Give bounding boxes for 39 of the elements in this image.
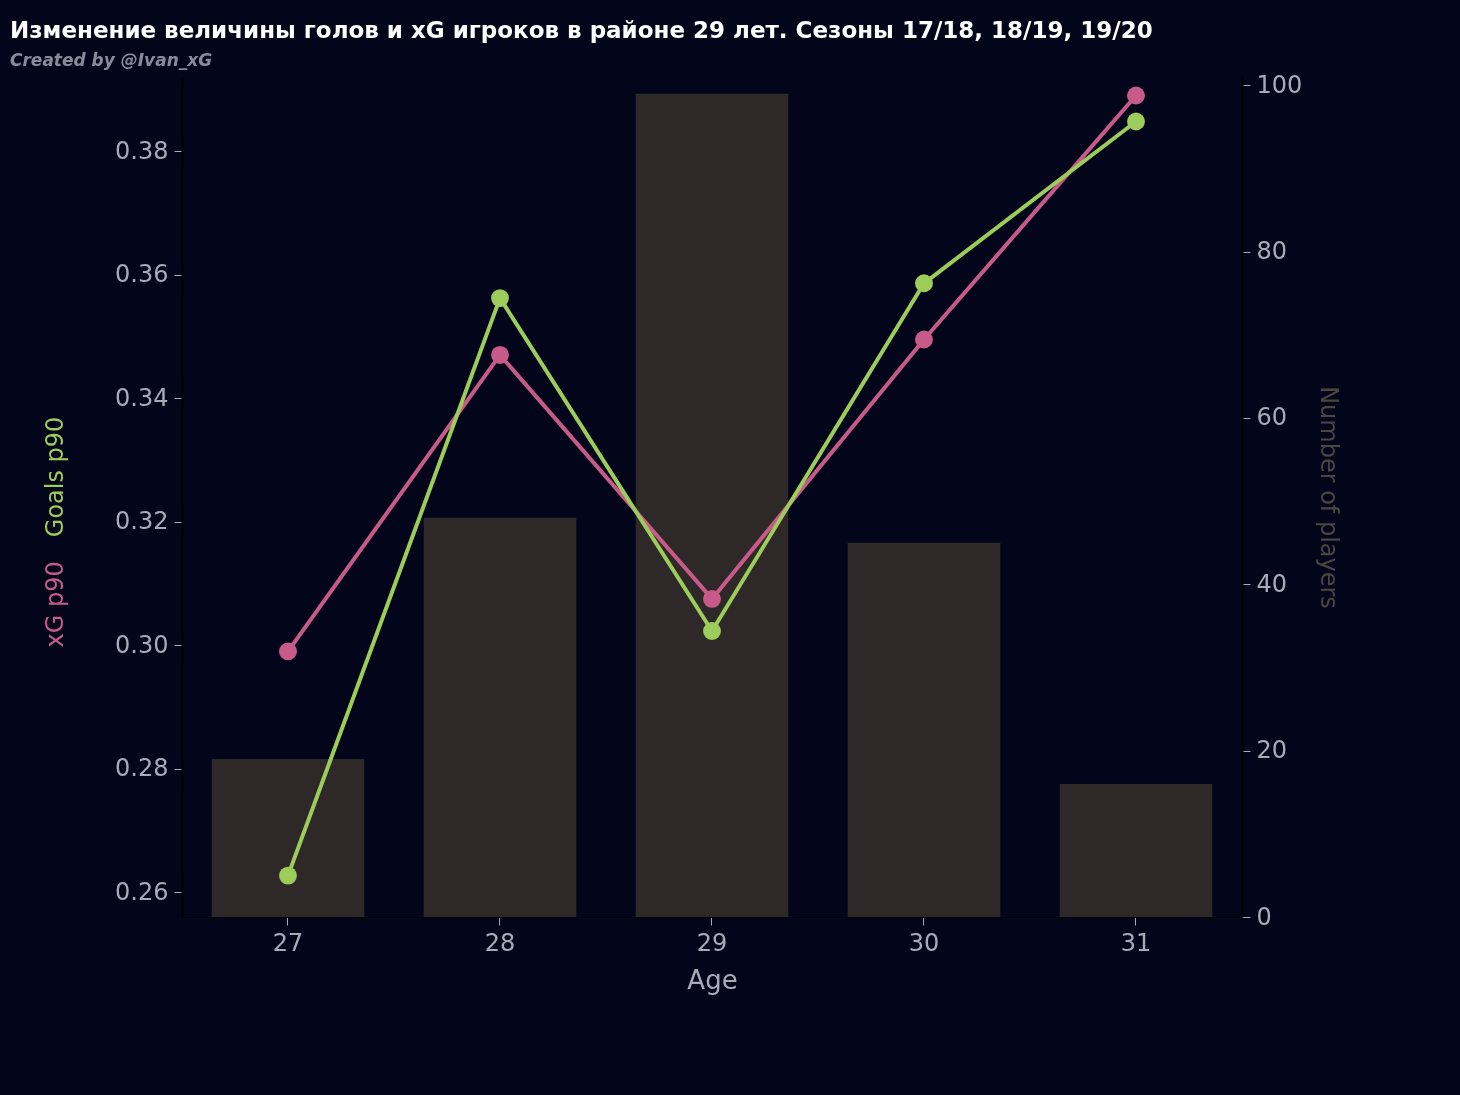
point [703, 589, 721, 608]
chart-title: Изменение величины голов и xG игроков в районе 29 лет. Сезоны 17/18, 18/19, 19/20 [10, 17, 1153, 44]
point [279, 642, 297, 661]
y2-tick-label: 80 [1256, 237, 1288, 266]
x-tick-label: 29 [696, 928, 728, 957]
point [915, 330, 933, 349]
point [703, 622, 721, 640]
point [1127, 86, 1145, 105]
y-tick-label: 0.38 [115, 136, 169, 165]
y2-tick-label: 40 [1256, 569, 1288, 598]
x-tick-label: 31 [1120, 928, 1152, 957]
bar [211, 758, 365, 917]
bar [1059, 783, 1213, 917]
x-tick-label: 28 [484, 928, 516, 957]
y-tick-label: 0.28 [115, 754, 169, 783]
y2-tick-label: 60 [1256, 403, 1288, 432]
text: Created by @Ivan_xG [10, 50, 213, 71]
y-tick-label: 0.30 [115, 630, 169, 659]
point [915, 274, 933, 293]
x-tick-label: 27 [272, 928, 304, 957]
y-tick-label: 0.32 [115, 507, 169, 536]
y-tick-label: 0.36 [115, 260, 169, 289]
text: xG p90 [41, 561, 69, 648]
bar [635, 93, 789, 917]
point [491, 346, 509, 364]
y2-tick-label: 0 [1256, 902, 1272, 931]
point [279, 866, 297, 885]
y2-axis-title: Number of players [1315, 386, 1344, 609]
y-tick-label: 0.34 [115, 383, 169, 412]
y2-tick-label: 100 [1256, 70, 1303, 99]
y2-tick-label: 20 [1256, 736, 1288, 765]
point [491, 289, 509, 308]
text: Goals p90 [41, 416, 69, 538]
point [1127, 112, 1145, 131]
bar [847, 542, 1001, 917]
y-tick-label: 0.26 [115, 877, 169, 906]
x-tick-label: 30 [908, 928, 940, 957]
x-axis-title: Age [687, 964, 738, 995]
bar [423, 517, 577, 917]
